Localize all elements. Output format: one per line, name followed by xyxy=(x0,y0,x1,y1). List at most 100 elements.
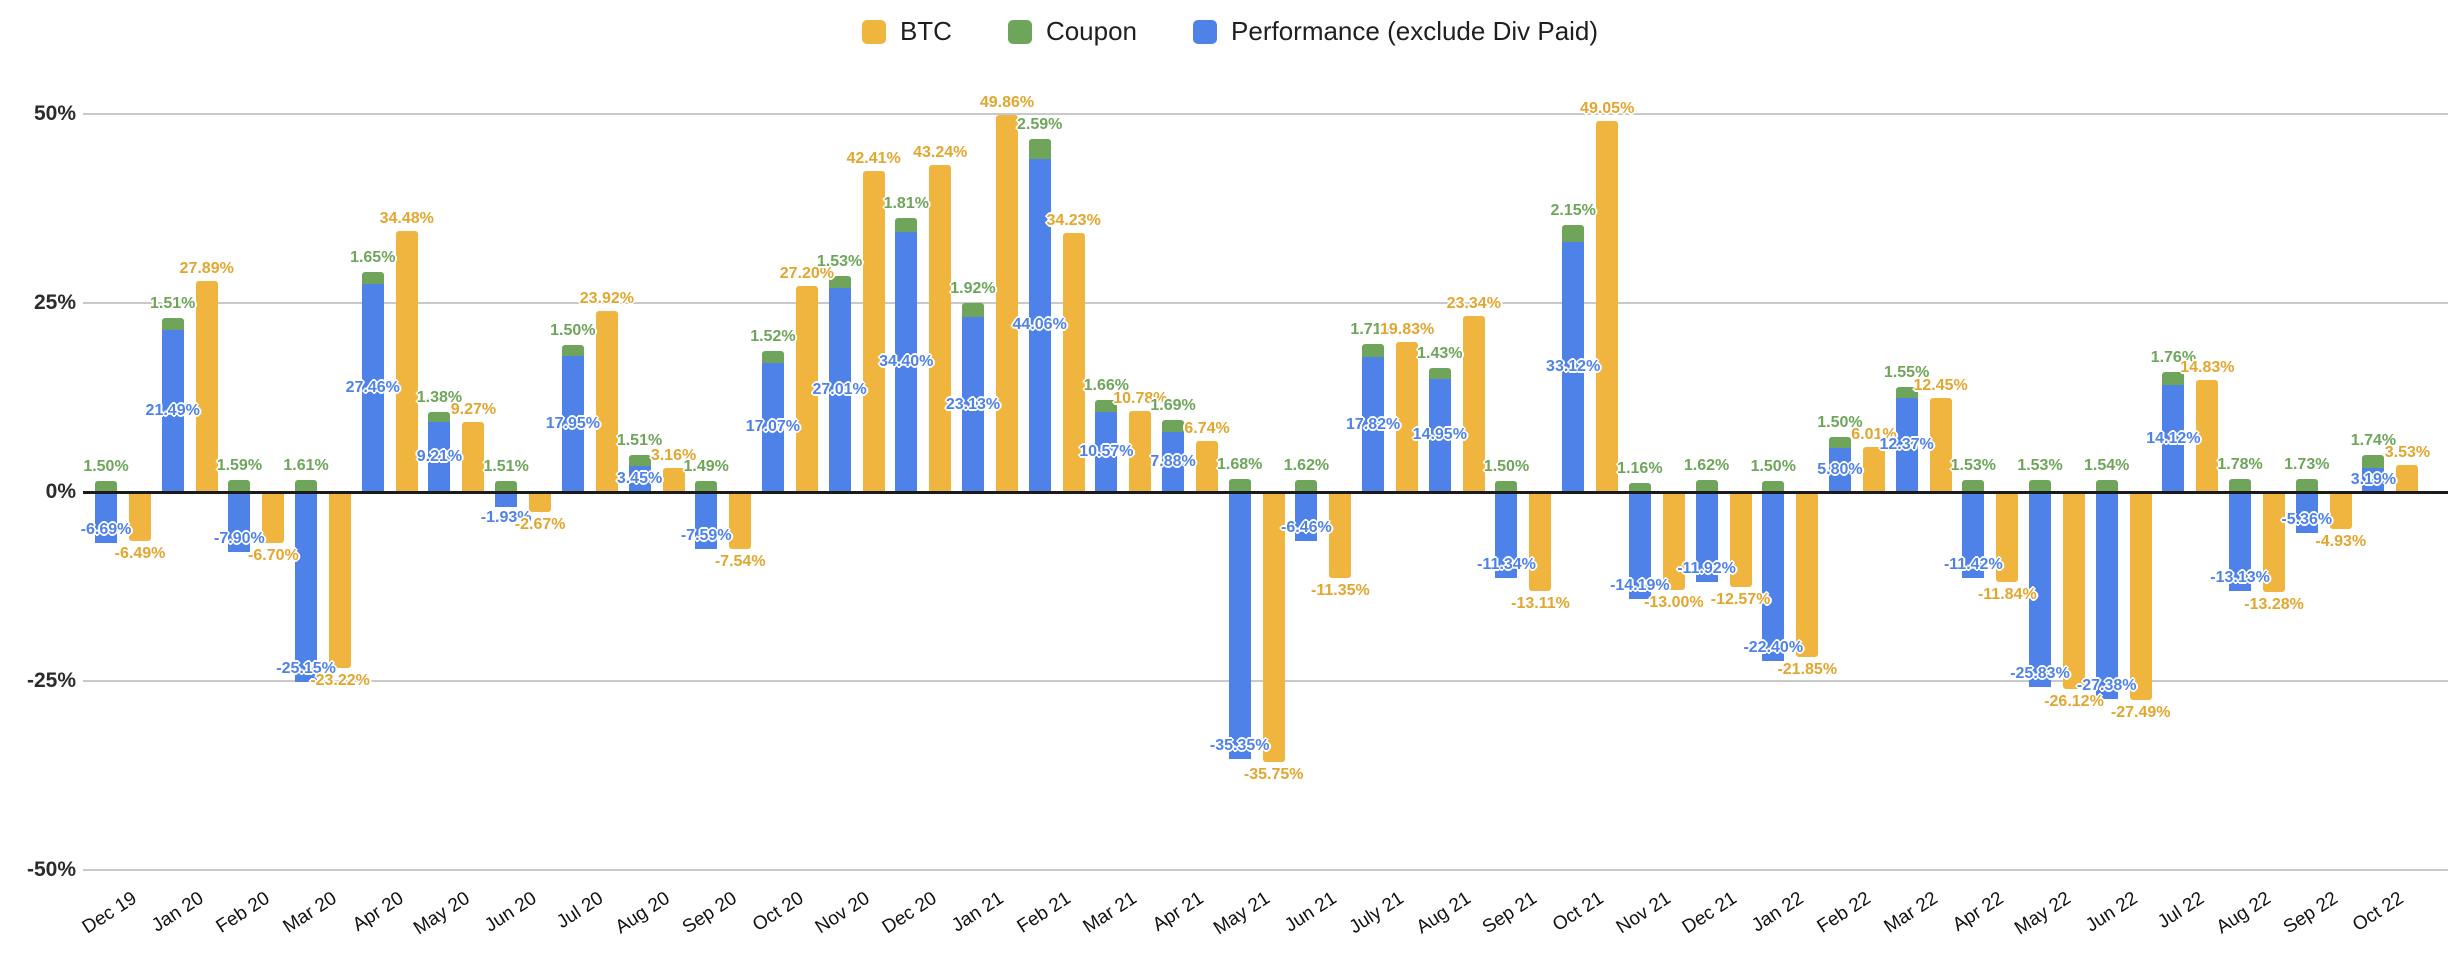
legend-item-coupon[interactable]: Coupon xyxy=(1007,16,1137,47)
legend-item-btc[interactable]: BTC xyxy=(861,16,952,47)
btc-bar-mar-22[interactable] xyxy=(1929,397,1952,492)
coupon-bar-mar-20[interactable] xyxy=(295,479,318,492)
coupon-bar-jan-20[interactable] xyxy=(161,318,184,330)
performance-bar-oct-20[interactable] xyxy=(761,362,784,492)
performance-bar-may-20[interactable] xyxy=(428,422,451,492)
performance-bar-jun-21[interactable] xyxy=(1295,492,1318,541)
btc-bar-aug-21[interactable] xyxy=(1462,315,1485,492)
performance-bar-aug-20[interactable] xyxy=(628,465,651,492)
performance-bar-mar-22[interactable] xyxy=(1895,398,1918,492)
btc-bar-may-21[interactable] xyxy=(1262,492,1285,763)
performance-bar-jan-22[interactable] xyxy=(1762,492,1785,662)
coupon-bar-apr-21[interactable] xyxy=(1162,419,1185,433)
performance-bar-jul-22[interactable] xyxy=(2162,385,2185,492)
performance-bar-mar-20[interactable] xyxy=(295,492,318,683)
btc-bar-july-21[interactable] xyxy=(1396,342,1419,492)
coupon-bar-feb-22[interactable] xyxy=(1828,436,1851,449)
performance-bar-sep-22[interactable] xyxy=(2295,492,2318,533)
coupon-bar-jun-21[interactable] xyxy=(1295,479,1318,492)
coupon-bar-oct-20[interactable] xyxy=(761,351,784,363)
coupon-bar-oct-22[interactable] xyxy=(2362,454,2385,468)
coupon-bar-aug-22[interactable] xyxy=(2229,478,2252,492)
btc-bar-oct-21[interactable] xyxy=(1596,121,1619,492)
btc-bar-dec-21[interactable] xyxy=(1729,492,1752,588)
coupon-bar-mar-21[interactable] xyxy=(1095,399,1118,413)
btc-bar-jul-22[interactable] xyxy=(2196,379,2219,492)
performance-bar-jan-20[interactable] xyxy=(161,329,184,492)
performance-bar-oct-22[interactable] xyxy=(2362,467,2385,492)
performance-bar-apr-20[interactable] xyxy=(361,284,384,492)
coupon-bar-jul-22[interactable] xyxy=(2162,371,2185,386)
coupon-bar-jan-22[interactable] xyxy=(1762,480,1785,492)
performance-bar-dec-19[interactable] xyxy=(95,492,117,543)
performance-bar-jan-21[interactable] xyxy=(961,317,984,492)
btc-bar-may-20[interactable] xyxy=(462,421,485,492)
btc-bar-jun-21[interactable] xyxy=(1329,492,1352,578)
coupon-bar-nov-21[interactable] xyxy=(1628,483,1651,492)
coupon-bar-nov-20[interactable] xyxy=(828,276,851,288)
coupon-bar-feb-21[interactable] xyxy=(1028,139,1051,159)
coupon-bar-dec-21[interactable] xyxy=(1695,479,1718,492)
performance-bar-feb-21[interactable] xyxy=(1028,158,1051,492)
btc-bar-mar-20[interactable] xyxy=(329,492,352,668)
performance-bar-nov-20[interactable] xyxy=(828,287,851,492)
btc-bar-jan-22[interactable] xyxy=(1796,492,1819,658)
performance-bar-dec-21[interactable] xyxy=(1695,492,1718,583)
btc-bar-dec-20[interactable] xyxy=(929,165,952,492)
performance-bar-jun-20[interactable] xyxy=(495,492,518,507)
coupon-bar-dec-19[interactable] xyxy=(95,480,117,492)
performance-bar-oct-21[interactable] xyxy=(1562,241,1585,492)
btc-bar-dec-19[interactable] xyxy=(129,492,151,542)
performance-bar-jun-22[interactable] xyxy=(2095,492,2118,699)
btc-bar-nov-21[interactable] xyxy=(1662,492,1685,591)
coupon-bar-apr-20[interactable] xyxy=(361,271,384,285)
btc-bar-nov-20[interactable] xyxy=(862,171,885,492)
btc-bar-aug-20[interactable] xyxy=(662,468,685,492)
performance-bar-jul-20[interactable] xyxy=(561,356,584,492)
performance-bar-aug-21[interactable] xyxy=(1428,378,1451,492)
coupon-bar-sep-20[interactable] xyxy=(695,480,718,492)
coupon-bar-mar-22[interactable] xyxy=(1895,386,1918,399)
btc-bar-apr-20[interactable] xyxy=(395,231,418,492)
coupon-bar-may-22[interactable] xyxy=(2029,480,2051,492)
btc-bar-mar-21[interactable] xyxy=(1129,410,1152,492)
btc-bar-feb-20[interactable] xyxy=(262,492,285,543)
btc-bar-aug-22[interactable] xyxy=(2263,492,2286,593)
btc-bar-oct-20[interactable] xyxy=(795,286,818,492)
performance-bar-may-22[interactable] xyxy=(2029,492,2051,688)
performance-bar-feb-20[interactable] xyxy=(228,492,251,552)
btc-bar-may-22[interactable] xyxy=(2063,492,2085,690)
btc-bar-feb-21[interactable] xyxy=(1062,233,1085,492)
performance-bar-feb-22[interactable] xyxy=(1828,448,1851,492)
coupon-bar-jun-22[interactable] xyxy=(2095,480,2118,492)
performance-bar-may-21[interactable] xyxy=(1228,492,1251,760)
performance-bar-july-21[interactable] xyxy=(1362,357,1385,492)
coupon-bar-may-20[interactable] xyxy=(428,411,451,423)
btc-bar-jun-22[interactable] xyxy=(2129,492,2152,700)
btc-bar-sep-22[interactable] xyxy=(2329,492,2352,530)
btc-bar-feb-22[interactable] xyxy=(1862,446,1885,492)
coupon-bar-aug-21[interactable] xyxy=(1428,368,1451,379)
performance-bar-sep-21[interactable] xyxy=(1495,492,1518,578)
btc-bar-apr-22[interactable] xyxy=(1996,492,2019,582)
performance-bar-apr-22[interactable] xyxy=(1962,492,1985,579)
btc-bar-sep-20[interactable] xyxy=(729,492,752,549)
coupon-bar-apr-22[interactable] xyxy=(1962,480,1985,492)
coupon-bar-jan-21[interactable] xyxy=(961,302,984,318)
btc-bar-jun-20[interactable] xyxy=(529,492,552,513)
performance-bar-nov-21[interactable] xyxy=(1628,492,1651,600)
coupon-bar-oct-21[interactable] xyxy=(1562,225,1585,242)
performance-bar-aug-22[interactable] xyxy=(2229,492,2252,592)
btc-bar-jul-20[interactable] xyxy=(595,311,618,492)
coupon-bar-july-21[interactable] xyxy=(1362,344,1385,358)
coupon-bar-feb-20[interactable] xyxy=(228,479,251,492)
coupon-bar-sep-22[interactable] xyxy=(2295,478,2318,492)
btc-bar-jan-21[interactable] xyxy=(995,115,1018,492)
performance-bar-mar-21[interactable] xyxy=(1095,412,1118,492)
coupon-bar-jul-20[interactable] xyxy=(561,344,584,357)
coupon-bar-dec-20[interactable] xyxy=(895,218,918,232)
performance-bar-dec-20[interactable] xyxy=(895,231,918,492)
btc-bar-apr-21[interactable] xyxy=(1196,441,1219,492)
performance-bar-sep-20[interactable] xyxy=(695,492,718,550)
btc-bar-oct-22[interactable] xyxy=(2396,465,2419,492)
